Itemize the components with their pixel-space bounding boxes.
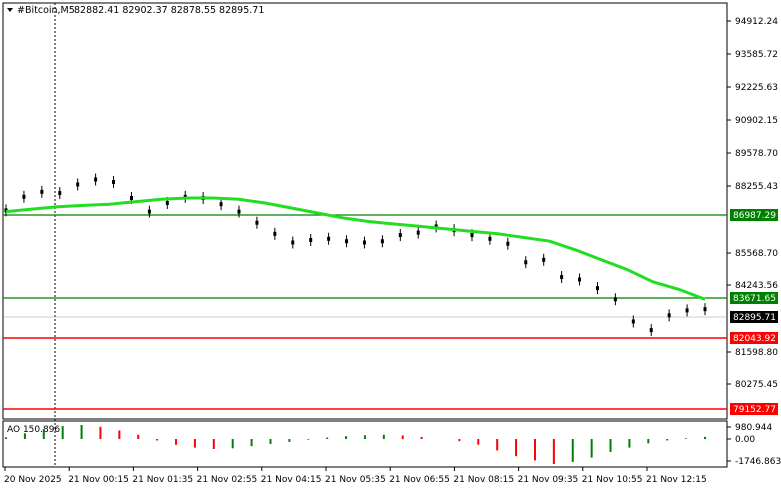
price-bars [4,173,707,337]
price-tick-label: 80275.45 [735,380,778,390]
price-bar-body [560,275,564,280]
price-bar-body [685,308,689,313]
main-plot-frame [2,2,728,420]
price-bar-body [147,209,151,214]
time-tick-label: 20 Nov 2025 [4,475,62,485]
time-tick-label: 21 Nov 12:15 [646,475,707,485]
price-bar-body [595,286,599,291]
price-tick-label: 90902.15 [735,116,778,126]
time-tick-label: 21 Nov 00:15 [68,475,129,485]
price-bar-body [416,230,420,235]
ao-tick-label: 980.944 [735,423,772,433]
ao-plot-frame [2,420,728,468]
price-bar-body [273,231,277,236]
header-dropdown-icon[interactable] [7,8,13,12]
price-tick-label: 92225.63 [735,83,778,93]
price-bar-body [94,177,98,182]
ao-tick-label: 0.00 [735,435,755,445]
price-bar-body [613,297,617,302]
price-bar-body [542,257,546,262]
time-tick-label: 21 Nov 04:15 [261,475,322,485]
price-bar-body [703,307,707,312]
price-bar-body [649,328,653,333]
price-bar-body [488,236,492,241]
price-bar-body [506,241,510,246]
ao-histogram [5,425,706,464]
price-bar-body [22,194,26,199]
price-bar-body [345,239,349,244]
level-label-bg-82043 [730,332,778,344]
price-bar-body [112,179,116,184]
ao-tick-label: -1746.863 [735,457,781,467]
price-tick-label: 88255.43 [735,182,778,192]
time-tick-label: 21 Nov 09:35 [518,475,579,485]
price-tick-label: 94912.24 [735,17,778,27]
ao-axis: 980.944 0.00 -1746.863 [727,423,781,467]
level-label-bg-86987 [730,209,778,221]
level-label-82043: 82043.92 [733,334,776,344]
ao-label: AO 150.896 [7,425,60,435]
time-tick-label: 21 Nov 06:55 [389,475,450,485]
current-price-label: 82895.71 [733,313,776,323]
level-label-bg-79152 [730,403,778,415]
price-tick-label: 85568.70 [735,249,778,259]
price-bar-body [309,238,313,243]
time-tick-label: 21 Nov 08:15 [453,475,514,485]
level-label-bg-83671 [730,292,778,304]
price-bar-body [362,240,366,245]
current-price-label-bg [730,311,778,323]
price-axis: 94912.24 93585.72 92225.63 90902.15 89578.70… [727,17,778,390]
time-tick-label: 21 Nov 05:35 [325,475,386,485]
level-label-83671: 83671.65 [733,294,776,304]
price-bar-body [165,200,169,205]
price-bar-body [434,224,438,229]
price-bar-body [327,236,331,241]
header-symbol: #Bitcoin,M5 [17,5,75,16]
level-label-79152: 79152.77 [733,405,776,415]
level-label-86987: 86987.29 [733,211,776,221]
price-bar-body [470,233,474,238]
price-tick-label: 89578.70 [735,149,778,159]
price-tick-label: 81598.80 [735,348,778,358]
price-bar-body [255,220,259,225]
time-tick-label: 21 Nov 10:55 [582,475,643,485]
price-bar-body [76,182,80,187]
price-bar-body [40,189,44,194]
price-bar-body [291,240,295,245]
moving-average-line [5,196,706,301]
price-bar-body [398,233,402,238]
price-bar-body [129,196,133,201]
price-bar-body [219,202,223,207]
price-bar-body [58,191,62,196]
price-bar-body [380,239,384,244]
price-bar-body [237,209,241,214]
time-axis: 20 Nov 2025 21 Nov 00:15 21 Nov 01:35 21 No… [4,467,707,485]
price-bar-body [667,313,671,318]
price-bar-body [631,319,635,324]
levels-layer [3,214,727,410]
price-tick-label: 93585.72 [735,50,778,60]
time-tick-label: 21 Nov 01:35 [132,475,193,485]
time-tick-label: 21 Nov 02:55 [197,475,258,485]
price-bar-body [578,277,582,282]
price-bar-body [524,260,528,265]
price-tick-label: 84243.56 [735,281,778,291]
header-ohlc: 82882.41 82902.37 82878.55 82895.71 [74,5,264,16]
